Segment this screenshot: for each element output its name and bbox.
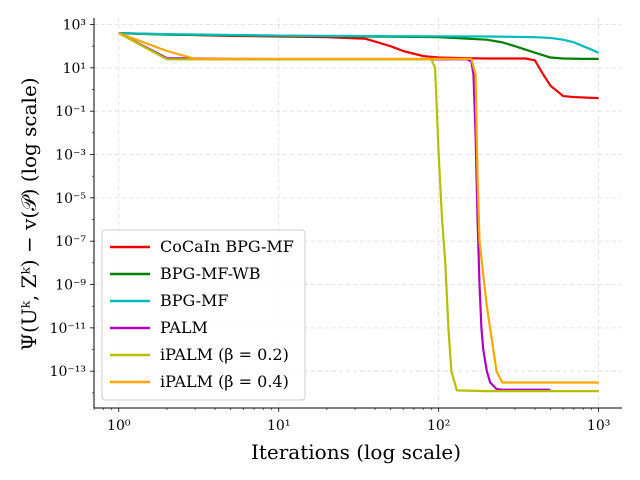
series-line-3 [118,32,600,54]
legend-box [101,229,306,401]
legend-label: BPG-MF-WB [160,264,261,283]
legend-label: iPALM (β = 0.4) [160,372,289,391]
legend: CoCaIn BPG-MF BPG-MF-WB BPG-MF PALM iPALM (β… [101,229,306,401]
legend-label: PALM [160,318,208,337]
x-tick-label: 10¹ [267,418,290,434]
legend-label: BPG-MF [160,291,229,310]
y-tick-label: 10³ [63,18,86,34]
legend-label: iPALM (β = 0.2) [160,345,289,364]
y-tick-label: 10⁻⁷ [55,234,86,250]
x-axis-label: Iterations (log scale) [251,440,461,464]
series-line-6 [118,32,599,384]
y-tick-label: 10⁻¹ [55,104,86,120]
y-tick-label: 10⁻³ [55,148,86,164]
series-layer [118,32,600,393]
y-tick-label: 10⁻⁹ [55,278,86,294]
y-tick-label: 10⁻⁵ [55,191,86,207]
axes [93,18,622,409]
x-tick-label: 10⁰ [107,418,131,434]
x-tick-label: 10² [427,418,450,434]
y-tick-label: 10¹ [63,61,86,77]
y-tick-label: 10⁻¹¹ [50,321,86,337]
legend-label: CoCaIn BPG-MF [160,237,294,256]
ticks: 10⁰ 10¹ 10² 10³ 10³ 10¹ 10⁻¹ 10⁻³ 10⁻⁵ 10⁻⁷ 10⁻⁹ 10… [50,18,611,434]
y-tick-label: 10⁻¹³ [50,364,86,380]
y-axis-label: Ψ(Uᵏ, Zᵏ) − v(𝒫) (log scale) [17,77,41,350]
x-tick-label: 10³ [587,418,610,434]
